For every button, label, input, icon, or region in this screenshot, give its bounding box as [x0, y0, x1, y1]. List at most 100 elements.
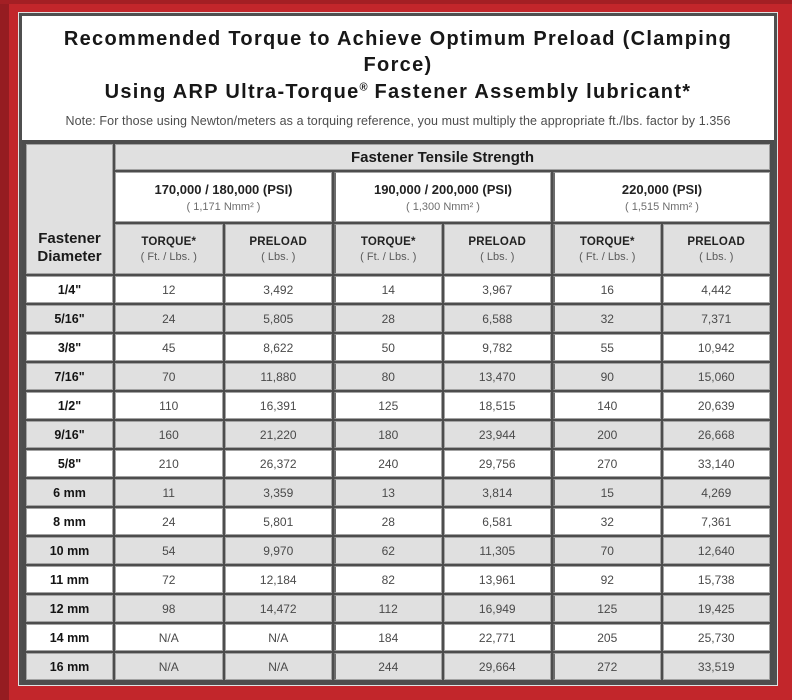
preload-value-cell: 12,184 — [224, 566, 332, 594]
torque-value-cell: 70 — [115, 363, 223, 391]
preload-value-cell: 29,756 — [443, 450, 551, 478]
table-row: 14 mm N/A N/A 184 22,771 205 25,730 — [26, 624, 770, 652]
torque-spec-table: Fastener Diameter Fastener Tensile Stren… — [22, 140, 774, 685]
torque-value-cell: 200 — [553, 421, 661, 449]
preload-value-cell: 8,622 — [224, 334, 332, 362]
preload-value-cell: N/A — [224, 653, 332, 681]
diameter-cell: 16 mm — [26, 653, 113, 681]
torque-value-cell: 140 — [553, 392, 661, 420]
diameter-cell: 9/16" — [26, 421, 113, 449]
preload-value-cell: 6,581 — [443, 508, 551, 536]
torque-value-cell: 15 — [553, 479, 661, 507]
diameter-cell: 5/8" — [26, 450, 113, 478]
preload-value-cell: 16,949 — [443, 595, 551, 623]
psi-group-190-200: 190,000 / 200,000 (PSI) ( 1,300 Nmm² ) — [334, 172, 551, 223]
torque-value-cell: 70 — [553, 537, 661, 565]
torque-value-cell: 16 — [553, 276, 661, 304]
torque-value-cell: 112 — [334, 595, 442, 623]
diameter-cell: 3/8" — [26, 334, 113, 362]
table-row: 1/4" 12 3,492 14 3,967 16 4,442 — [26, 276, 770, 304]
preload-value-cell: 3,359 — [224, 479, 332, 507]
torque-value-cell: 270 — [553, 450, 661, 478]
torque-column-header: TORQUE* ( Ft. / Lbs. ) — [115, 224, 223, 275]
preload-value-cell: 10,942 — [662, 334, 770, 362]
psi-group-170-180: 170,000 / 180,000 (PSI) ( 1,171 Nmm² ) — [115, 172, 332, 223]
preload-column-header: PRELOAD ( Lbs. ) — [443, 224, 551, 275]
diameter-cell: 6 mm — [26, 479, 113, 507]
preload-value-cell: 3,814 — [443, 479, 551, 507]
table-row: 8 mm 24 5,801 28 6,581 32 7,361 — [26, 508, 770, 536]
page-title-line2: Using ARP Ultra-Torque® Fastener Assembl… — [104, 80, 692, 103]
preload-value-cell: 26,372 — [224, 450, 332, 478]
preload-value-cell: 5,801 — [224, 508, 332, 536]
title-block: Recommended Torque to Achieve Optimum Pr… — [22, 16, 774, 140]
torque-value-cell: 14 — [334, 276, 442, 304]
preload-value-cell: 5,805 — [224, 305, 332, 333]
preload-value-cell: 4,269 — [662, 479, 770, 507]
preload-value-cell: 3,967 — [443, 276, 551, 304]
table-row: 3/8" 45 8,622 50 9,782 55 10,942 — [26, 334, 770, 362]
torque-value-cell: 110 — [115, 392, 223, 420]
torque-value-cell: N/A — [115, 624, 223, 652]
diameter-cell: 1/4" — [26, 276, 113, 304]
torque-value-cell: 24 — [115, 305, 223, 333]
torque-value-cell: 28 — [334, 508, 442, 536]
preload-value-cell: 3,492 — [224, 276, 332, 304]
psi-group-220: 220,000 (PSI) ( 1,515 Nmm² ) — [553, 172, 770, 223]
torque-value-cell: 11 — [115, 479, 223, 507]
table-row: 5/8" 210 26,372 240 29,756 270 33,140 — [26, 450, 770, 478]
torque-value-cell: 54 — [115, 537, 223, 565]
preload-value-cell: 18,515 — [443, 392, 551, 420]
table-row: 9/16" 160 21,220 180 23,944 200 26,668 — [26, 421, 770, 449]
diameter-cell: 8 mm — [26, 508, 113, 536]
column-header-row: TORQUE* ( Ft. / Lbs. ) PRELOAD ( Lbs. ) … — [26, 224, 770, 275]
torque-value-cell: 12 — [115, 276, 223, 304]
preload-value-cell: N/A — [224, 624, 332, 652]
table-body: 1/4" 12 3,492 14 3,967 16 4,442 5/16" 24 5,805 28 6… — [26, 276, 770, 681]
torque-value-cell: 240 — [334, 450, 442, 478]
torque-value-cell: 184 — [334, 624, 442, 652]
table-row: 16 mm N/A N/A 244 29,664 272 33,519 — [26, 653, 770, 681]
preload-value-cell: 4,442 — [662, 276, 770, 304]
content-area: Recommended Torque to Achieve Optimum Pr… — [18, 12, 778, 686]
preload-value-cell: 15,738 — [662, 566, 770, 594]
torque-value-cell: 92 — [553, 566, 661, 594]
tensile-strength-header: Fastener Tensile Strength — [115, 144, 770, 171]
torque-value-cell: 98 — [115, 595, 223, 623]
torque-value-cell: 28 — [334, 305, 442, 333]
tensile-strength-row: Fastener Diameter Fastener Tensile Stren… — [26, 144, 770, 275]
preload-value-cell: 25,730 — [662, 624, 770, 652]
preload-value-cell: 6,588 — [443, 305, 551, 333]
psi-group-row: 170,000 / 180,000 (PSI) ( 1,171 Nmm² ) 1… — [26, 172, 770, 223]
torque-value-cell: 32 — [553, 305, 661, 333]
torque-value-cell: 82 — [334, 566, 442, 594]
table-row: 1/2" 110 16,391 125 18,515 140 20,639 — [26, 392, 770, 420]
page-title: Recommended Torque to Achieve Optimum Pr… — [28, 26, 768, 105]
diameter-cell: 14 mm — [26, 624, 113, 652]
torque-column-header: TORQUE* ( Ft. / Lbs. ) — [334, 224, 442, 275]
diameter-cell: 12 mm — [26, 595, 113, 623]
table-row: 6 mm 11 3,359 13 3,814 15 4,269 — [26, 479, 770, 507]
torque-value-cell: 210 — [115, 450, 223, 478]
preload-column-header: PRELOAD ( Lbs. ) — [662, 224, 770, 275]
preload-value-cell: 33,140 — [662, 450, 770, 478]
torque-value-cell: N/A — [115, 653, 223, 681]
preload-value-cell: 11,880 — [224, 363, 332, 391]
preload-value-cell: 16,391 — [224, 392, 332, 420]
torque-value-cell: 32 — [553, 508, 661, 536]
torque-value-cell: 125 — [553, 595, 661, 623]
torque-value-cell: 90 — [553, 363, 661, 391]
diameter-cell: 1/2" — [26, 392, 113, 420]
table-row: 7/16" 70 11,880 80 13,470 90 15,060 — [26, 363, 770, 391]
torque-value-cell: 244 — [334, 653, 442, 681]
diameter-cell: 11 mm — [26, 566, 113, 594]
note-text: Note: For those using Newton/meters as a… — [65, 114, 731, 129]
preload-value-cell: 33,519 — [662, 653, 770, 681]
diameter-cell: 10 mm — [26, 537, 113, 565]
table-row: 5/16" 24 5,805 28 6,588 32 7,371 — [26, 305, 770, 333]
torque-value-cell: 80 — [334, 363, 442, 391]
torque-column-header: TORQUE* ( Ft. / Lbs. ) — [553, 224, 661, 275]
diameter-cell: 5/16" — [26, 305, 113, 333]
